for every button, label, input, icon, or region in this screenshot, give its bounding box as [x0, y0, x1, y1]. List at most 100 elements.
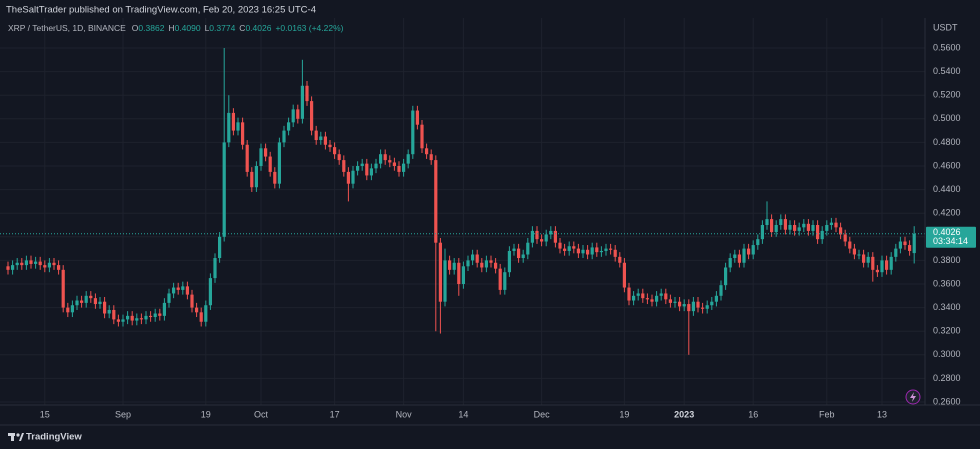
candle-body — [636, 293, 640, 296]
ohlc-letter: L — [205, 23, 210, 33]
ohlc-letter: C — [239, 23, 245, 33]
x-tick-label: Dec — [534, 409, 551, 419]
candle-body — [360, 163, 364, 166]
candle-body — [880, 260, 884, 273]
candle-body — [218, 236, 222, 259]
candle-body — [29, 260, 33, 264]
candle-body — [434, 160, 438, 243]
x-tick-label: 2023 — [674, 409, 694, 419]
candle-body — [365, 163, 369, 176]
brand-logo — [8, 433, 24, 441]
x-tick-label: 16 — [748, 409, 758, 419]
candle-body — [701, 307, 705, 309]
candle-body — [765, 219, 769, 225]
candle-body — [374, 163, 378, 169]
ohlc-letter: O — [132, 23, 139, 33]
candle-body — [595, 247, 599, 253]
candle-body — [420, 124, 424, 149]
candle-body — [89, 295, 93, 299]
candle-body — [512, 248, 516, 251]
candle-body — [425, 148, 429, 155]
candle-body — [489, 260, 493, 263]
candle-body — [158, 313, 162, 316]
last-price-tag — [926, 226, 976, 248]
candle-body — [66, 307, 70, 313]
candle-body — [609, 248, 613, 250]
candle-body — [632, 295, 636, 301]
candle-body — [250, 171, 254, 188]
candle-body — [107, 309, 111, 314]
candle-body — [333, 147, 337, 155]
y-tick-label: 0.5400 — [933, 66, 961, 76]
candle-body — [544, 234, 548, 242]
y-tick-label: 0.4400 — [933, 184, 961, 194]
candle-body — [613, 249, 617, 257]
candle-body — [696, 301, 700, 308]
candle-body — [811, 225, 815, 231]
candle-body — [84, 295, 88, 303]
ohlc-legend: XRP / TetherUS, 1D, BINANCE O0.3862 H0.409… — [8, 23, 344, 33]
candle-body — [268, 156, 272, 172]
candle-body — [162, 302, 166, 316]
candle-body — [885, 260, 889, 270]
candle-body — [558, 242, 562, 249]
candle-body — [277, 142, 281, 184]
candle-body — [314, 130, 318, 141]
candle-body — [843, 234, 847, 242]
ohlc-value: 0.4026 — [245, 23, 271, 33]
candle-body — [356, 166, 360, 171]
candle-body — [273, 171, 277, 184]
candle-body — [181, 286, 185, 290]
candle-body — [245, 144, 249, 172]
candle-body — [443, 260, 447, 302]
candle-body — [650, 299, 654, 302]
y-tick-label: 0.3400 — [933, 302, 961, 312]
y-tick-label: 0.2600 — [933, 396, 961, 406]
candle-body — [195, 307, 199, 313]
candle-body — [300, 85, 304, 119]
candle-body — [871, 256, 875, 270]
candle-body — [627, 287, 631, 301]
ohlc-value: 0.4090 — [175, 23, 201, 33]
candle-body — [15, 262, 19, 266]
axis-labels: 0.2600 0.2800 0.3000 0.3200 0.3400 0.3600 0.38… — [40, 42, 976, 419]
candle-body — [415, 110, 419, 125]
candle-body — [167, 293, 171, 303]
candle-body — [139, 318, 143, 320]
candle-body — [728, 258, 732, 268]
candle-body — [369, 168, 373, 176]
candle-body — [590, 247, 594, 255]
candle-body — [682, 304, 686, 307]
candle-body — [34, 261, 38, 264]
candle-body — [687, 304, 691, 312]
ohlc-letter: H — [168, 23, 174, 33]
y-tick-label: 0.3600 — [933, 278, 961, 288]
candle-body — [498, 268, 502, 290]
candle-body — [710, 301, 714, 306]
candle-body — [47, 262, 51, 268]
candle-body — [797, 227, 801, 231]
candle-body — [176, 287, 180, 290]
x-tick-label: Nov — [396, 409, 413, 419]
candle-body — [641, 293, 645, 299]
candle-body — [553, 230, 557, 243]
candle-body — [172, 287, 176, 294]
y-tick-label: 0.3000 — [933, 349, 961, 359]
candle-body — [461, 266, 465, 284]
candle-body — [6, 266, 10, 270]
candle-body — [291, 109, 295, 123]
x-tick-label: 13 — [877, 409, 887, 419]
candle-body — [126, 315, 130, 320]
candle-body — [576, 248, 580, 254]
candle-body — [618, 256, 622, 263]
candle-body — [494, 262, 498, 269]
candle-body — [52, 262, 56, 266]
candle-body — [581, 249, 585, 254]
y-tick-label: 0.5000 — [933, 113, 961, 123]
candle-body — [779, 219, 783, 225]
x-tick-label: 14 — [458, 409, 468, 419]
candle-body — [737, 254, 741, 263]
candle-body — [57, 265, 61, 270]
candle-body — [471, 254, 475, 261]
